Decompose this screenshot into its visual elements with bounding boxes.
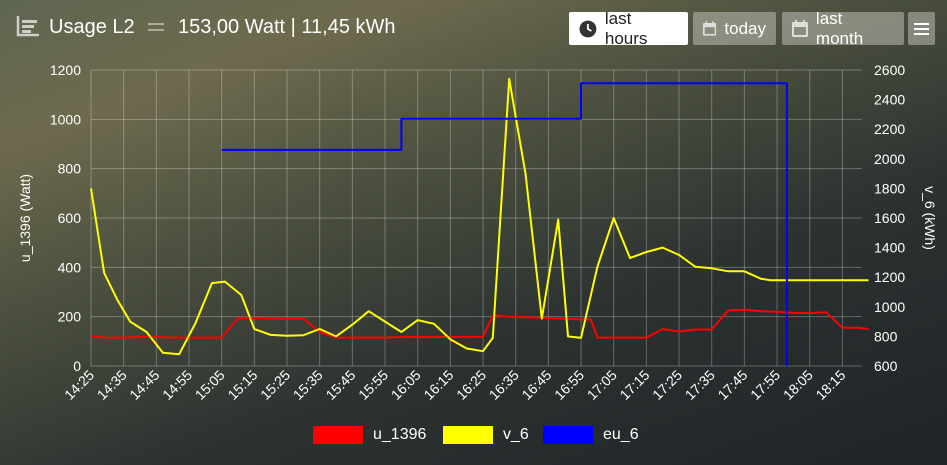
x-tick-label: 16:25: [453, 367, 489, 403]
x-tick-label: 15:15: [224, 367, 260, 403]
y-left-tick-label: 1200: [50, 62, 81, 78]
y-left-tick-label: 200: [58, 309, 82, 325]
usage-readout: 153,00 Watt | 11,45 kWh: [178, 16, 396, 38]
x-tick-label: 14:45: [126, 367, 162, 403]
today-button[interactable]: today: [693, 12, 776, 45]
x-tick-label: 17:05: [584, 367, 620, 403]
usage-chart: 0 200 400 600 800 1000 1200 600 800 1000 1200 1400 1…: [17, 62, 938, 403]
legend-swatch: [543, 426, 593, 444]
y-left-tick-label: 600: [58, 210, 82, 226]
chart-legend: u_1396 v_6 eu_6: [0, 420, 947, 450]
last-month-button[interactable]: last month: [782, 9, 904, 48]
x-tick-label: 17:45: [714, 367, 750, 403]
menu-button[interactable]: [908, 12, 935, 45]
x-tick-label: 18:05: [780, 367, 816, 403]
y-right-tick-label: 1000: [874, 299, 905, 315]
y-right-tick-label: 2000: [874, 151, 905, 167]
last-hours-label: last hours: [604, 8, 648, 48]
x-tick-label: 16:05: [388, 367, 424, 403]
y-left-tick-label: 0: [73, 358, 81, 374]
legend-label: u_1396: [373, 426, 427, 443]
series-line-eu-6: [221, 82, 788, 366]
y-left-tick-label: 400: [58, 259, 82, 275]
y-left-axis-title: u_1396 (Watt): [17, 174, 33, 262]
x-tick-label: 15:55: [355, 367, 391, 403]
today-label: today: [724, 18, 766, 38]
series-line-v-6: [90, 77, 869, 356]
chart-area-icon: [16, 16, 39, 37]
series-line-u-1396: [90, 308, 869, 339]
x-tick-label: 17:35: [682, 367, 718, 403]
x-tick-label: 18:15: [812, 367, 848, 403]
hamburger-menu-icon: [914, 22, 929, 35]
y-right-tick-label: 2600: [874, 62, 905, 78]
x-tick-label: 15:05: [192, 367, 228, 403]
y-left-tick-label: 800: [58, 161, 82, 177]
legend-label: v_6: [503, 426, 529, 443]
y-right-axis-title: v_6 (kWh): [922, 186, 938, 250]
x-tick-label: 17:25: [649, 367, 685, 403]
x-tick-label: 16:45: [518, 367, 554, 403]
x-tick-label: 17:55: [747, 367, 783, 403]
x-tick-label: 15:25: [257, 367, 293, 403]
y-left-tick-label: 1000: [50, 111, 81, 127]
page-title: Usage L2: [49, 16, 135, 38]
widget-header: Usage L2 153,00 Watt | 11,45 kWh last ho…: [0, 0, 947, 56]
y-right-tick-label: 2400: [874, 92, 905, 108]
legend-swatch: [313, 426, 363, 444]
clock-icon: [579, 20, 597, 37]
x-tick-label: 16:35: [486, 367, 522, 403]
x-tick-label: 14:35: [94, 367, 130, 403]
y-right-tick-label: 1800: [874, 180, 905, 196]
y-right-tick-label: 600: [874, 358, 898, 374]
x-tick-label: 15:35: [290, 367, 326, 403]
calendar-icon: [703, 21, 717, 36]
x-tick-label: 17:15: [616, 367, 652, 403]
x-tick-label: 14:55: [159, 367, 195, 403]
x-tick-label: 16:55: [551, 367, 587, 403]
legend-label: eu_6: [603, 426, 639, 443]
last-month-label: last month: [815, 8, 864, 48]
y-right-tick-label: 1200: [874, 269, 905, 285]
last-hours-button[interactable]: last hours: [569, 9, 688, 48]
y-right-tick-label: 1400: [874, 240, 905, 256]
calendar-icon: [792, 20, 808, 37]
y-right-tick-label: 800: [874, 328, 898, 344]
x-tick-label: 16:15: [420, 367, 456, 403]
x-tick-label: 15:45: [322, 367, 358, 403]
y-right-tick-label: 1600: [874, 210, 905, 226]
y-right-tick-label: 2200: [874, 121, 905, 137]
legend-swatch: [443, 426, 493, 444]
x-tick-label: 14:25: [61, 367, 97, 403]
equals-icon: [148, 23, 164, 31]
